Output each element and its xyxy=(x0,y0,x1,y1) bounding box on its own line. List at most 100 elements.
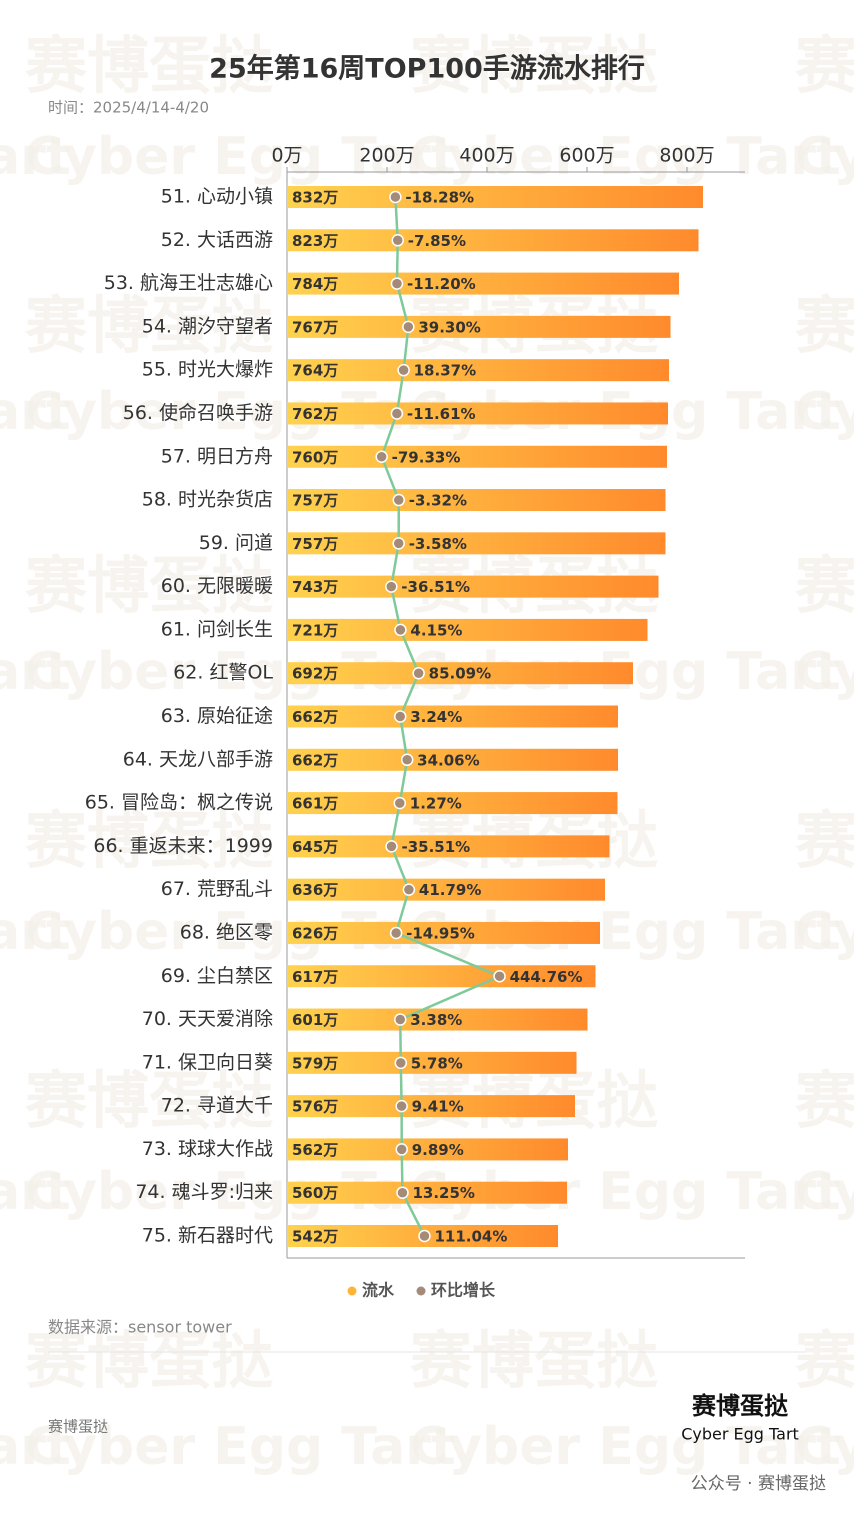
growth-marker xyxy=(394,623,407,637)
bar-value-label: 743万 xyxy=(292,578,338,596)
bar-value-label: 560万 xyxy=(292,1184,338,1202)
legend-label: 流水 xyxy=(362,1281,395,1300)
bar-value-label: 823万 xyxy=(292,232,338,250)
growth-marker xyxy=(393,796,407,810)
growth-marker xyxy=(389,190,402,204)
watermark: 赛博蛋挞 xyxy=(795,549,854,622)
growth-label: -3.32% xyxy=(409,492,467,510)
watermark: 赛博蛋挞 xyxy=(25,1324,273,1397)
watermark: Cyber Egg Tart xyxy=(0,382,71,442)
y-tick-label: 63. 原始征途 xyxy=(161,705,273,727)
bar-value-label: 784万 xyxy=(292,275,338,293)
bar xyxy=(287,835,610,858)
growth-label: -36.51% xyxy=(401,578,470,596)
bar-value-label: 757万 xyxy=(292,535,338,553)
y-tick-label: 71. 保卫向日葵 xyxy=(142,1051,273,1073)
growth-marker xyxy=(389,926,403,940)
bar-value-label: 626万 xyxy=(292,924,338,942)
watermark: Cyber Egg Tart xyxy=(0,1417,71,1477)
watermark: Cyber Egg Tart xyxy=(25,127,456,187)
watermark: Cyber Egg Tart xyxy=(0,1162,71,1222)
bar xyxy=(287,921,600,944)
x-tick-label: 800万 xyxy=(659,145,714,167)
footer-left: 赛博蛋挞 xyxy=(48,1418,108,1436)
growth-marker xyxy=(391,234,404,247)
bar xyxy=(287,1051,577,1074)
y-tick-label: 69. 尘白禁区 xyxy=(161,965,273,987)
legend-marker xyxy=(347,1286,357,1296)
watermark: 赛博蛋挞 xyxy=(25,289,273,362)
growth-marker xyxy=(412,666,425,680)
bar-value-label: 762万 xyxy=(292,405,338,423)
y-tick-label: 70. 天天爱消除 xyxy=(142,1008,273,1030)
y-tick-label: 60. 无限暖暖 xyxy=(161,575,273,597)
bar-value-label: 636万 xyxy=(292,881,338,899)
bar-value-label: 764万 xyxy=(292,362,338,380)
watermark: Cyber Egg Tart xyxy=(795,127,854,187)
growth-label: -11.20% xyxy=(407,275,476,293)
bar-value-label: 767万 xyxy=(292,318,338,336)
bar-value-label: 662万 xyxy=(292,708,338,726)
growth-label: 39.30% xyxy=(418,318,480,336)
bar xyxy=(287,618,648,641)
y-tick-label: 54. 潮汐守望者 xyxy=(142,315,273,337)
bar-value-label: 617万 xyxy=(292,968,338,986)
watermark: Cyber Egg Tart xyxy=(0,902,71,962)
footer-right: 公众号 · 赛博蛋挞 xyxy=(691,1473,826,1494)
watermark: 赛博蛋挞 xyxy=(410,29,658,102)
bar-value-label: 721万 xyxy=(292,621,338,639)
y-tick-label: 62. 红警OL xyxy=(173,662,273,684)
growth-marker xyxy=(396,1186,409,1199)
growth-label: 3.24% xyxy=(410,708,462,726)
logo-title: 赛博蛋挞 xyxy=(691,1392,789,1420)
growth-marker xyxy=(402,320,415,334)
bar xyxy=(287,186,703,208)
bar xyxy=(287,1008,588,1031)
bar xyxy=(287,1138,568,1161)
watermark: 赛博蛋挞 xyxy=(795,1064,854,1137)
bar xyxy=(287,315,671,338)
growth-marker xyxy=(395,1143,408,1156)
bar xyxy=(287,532,666,555)
bar-value-label: 661万 xyxy=(292,795,338,813)
source: 数据来源：sensor tower xyxy=(48,1318,232,1337)
watermark: Cyber Egg Tart xyxy=(795,382,854,442)
growth-label: 9.41% xyxy=(412,1098,464,1116)
watermark: 赛博蛋挞 xyxy=(795,1324,854,1397)
growth-marker xyxy=(395,1099,408,1113)
bar-value-label: 757万 xyxy=(292,492,338,510)
bar xyxy=(287,445,667,468)
bar xyxy=(287,359,669,382)
x-tick-label: 0万 xyxy=(271,145,302,167)
bar-value-label: 562万 xyxy=(292,1141,338,1159)
bar-value-label: 832万 xyxy=(292,189,338,207)
watermark: 赛博蛋挞 xyxy=(410,1324,658,1397)
y-tick-label: 67. 荒野乱斗 xyxy=(161,878,273,900)
growth-label: -14.95% xyxy=(406,924,475,942)
growth-label: 13.25% xyxy=(412,1184,474,1202)
legend-label: 环比增长 xyxy=(431,1281,496,1300)
y-tick-label: 59. 问道 xyxy=(199,532,273,554)
y-tick-label: 75. 新石器时代 xyxy=(142,1225,273,1247)
bar xyxy=(287,965,596,988)
growth-marker xyxy=(390,277,404,290)
bar xyxy=(287,575,659,598)
bar xyxy=(287,792,618,815)
watermark: Cyber Egg Tart xyxy=(25,1417,456,1477)
bar xyxy=(287,272,679,295)
watermark: Cyber Egg Tart xyxy=(410,1417,841,1477)
bar xyxy=(287,1095,575,1118)
growth-marker xyxy=(375,450,388,463)
bar xyxy=(287,489,666,512)
y-tick-label: 74. 魂斗罗:归来 xyxy=(135,1181,273,1203)
y-tick-label: 53. 航海王壮志雄心 xyxy=(104,272,273,294)
growth-label: 4.15% xyxy=(410,621,462,639)
bar-value-label: 760万 xyxy=(292,448,338,466)
bar-value-label: 542万 xyxy=(292,1228,338,1246)
watermark: 赛博蛋挞 xyxy=(25,804,273,877)
growth-marker xyxy=(385,840,398,853)
growth-marker xyxy=(493,970,506,983)
growth-label: 18.37% xyxy=(414,362,476,380)
growth-label: 41.79% xyxy=(419,881,481,899)
watermark: 赛博蛋挞 xyxy=(25,1064,273,1137)
